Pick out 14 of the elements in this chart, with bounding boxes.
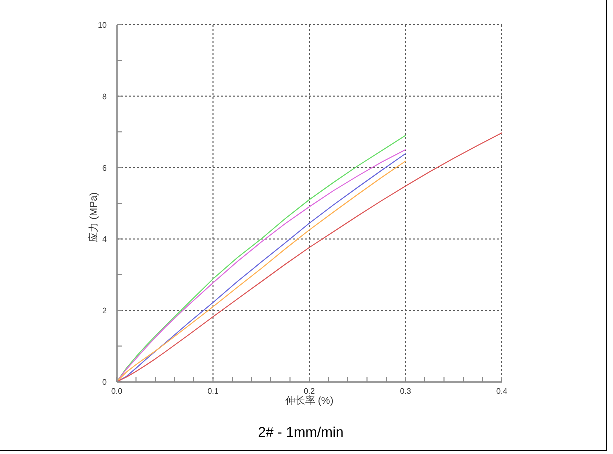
y-tick-label: 2 [102, 306, 108, 316]
y-tick-label: 0 [102, 378, 108, 387]
y-tick-label: 6 [102, 164, 108, 173]
x-tick-label: 0.1 [208, 387, 220, 396]
x-tick-label: 0.3 [400, 387, 412, 396]
y-axis-title: 应力 (MPa) [88, 192, 100, 242]
x-tick-label: 0.2 [304, 387, 316, 396]
x-tick-label: 0.0 [111, 387, 124, 396]
text: 2# - 1mm/min [257, 424, 345, 440]
x-tick-label: 0.4 [496, 387, 508, 396]
y-tick-label: 10 [98, 21, 108, 30]
y-tick-label: 8 [102, 92, 108, 102]
y-tick-label: 4 [102, 235, 108, 244]
x-axis-title: 伸长率 (%) [285, 395, 334, 407]
